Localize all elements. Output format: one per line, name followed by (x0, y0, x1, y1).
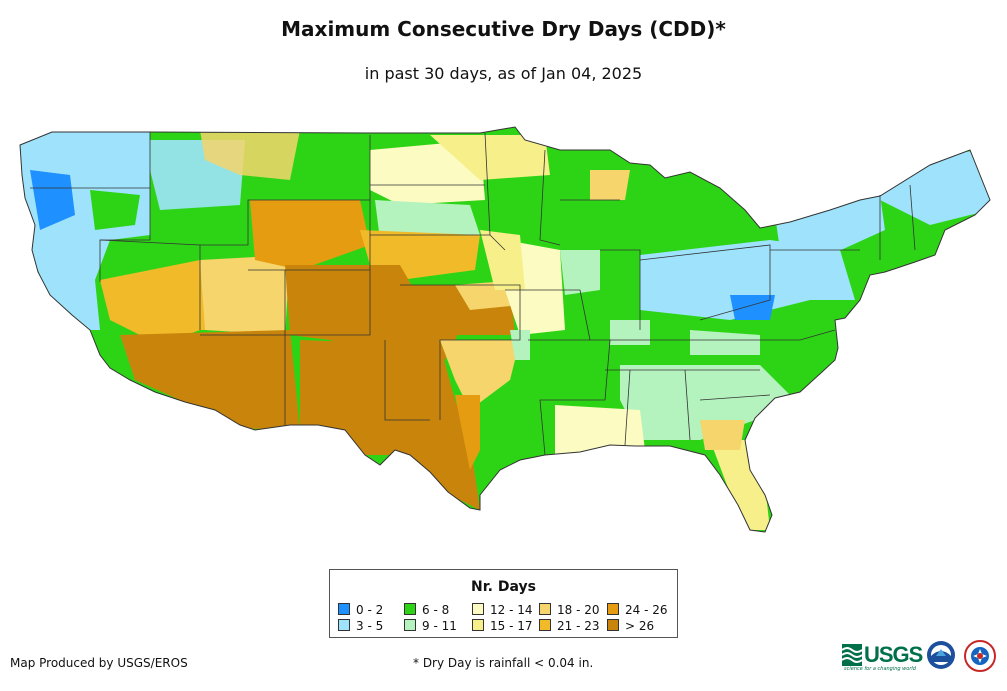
legend-item: 21 - 23 (539, 619, 600, 633)
legend-swatch (472, 619, 484, 631)
legend-item: 24 - 26 (607, 603, 668, 617)
legend-swatch (539, 619, 551, 631)
legend-label: 21 - 23 (557, 619, 600, 633)
legend-label: 0 - 2 (356, 603, 384, 617)
legend-item: 3 - 5 (338, 619, 383, 633)
legend-swatch (607, 619, 619, 631)
legend-item: 0 - 2 (338, 603, 383, 617)
legend-item: 12 - 14 (472, 603, 533, 617)
footnote-text: * Dry Day is rainfall < 0.04 in. (413, 656, 594, 670)
map-subtitle: in past 30 days, as of Jan 04, 2025 (364, 64, 643, 83)
usgs-logo: USGS science for a changing world (842, 642, 923, 672)
legend-swatch (539, 603, 551, 615)
legend-item: 15 - 17 (472, 619, 533, 633)
legend-item: 9 - 11 (404, 619, 457, 633)
legend-item: 6 - 8 (404, 603, 449, 617)
map-title: Maximum Consecutive Dry Days (CDD)* (281, 17, 726, 41)
legend-label: 6 - 8 (422, 603, 450, 617)
legend-swatch (404, 603, 416, 615)
legend: Nr. Days 0 - 2 3 - 5 6 - 8 9 - 11 12 - 1… (329, 569, 678, 638)
legend-swatch (472, 603, 484, 615)
usgs-wave-icon (842, 644, 862, 666)
legend-item: > 26 (607, 619, 654, 633)
legend-swatch (338, 603, 350, 615)
legend-swatch (338, 619, 350, 631)
usgs-logo-text: USGS (864, 642, 923, 667)
logo-bar: USGS science for a changing world (842, 638, 1002, 678)
nws-logo-icon (964, 640, 996, 672)
legend-label: 18 - 20 (557, 603, 600, 617)
legend-label: 9 - 11 (422, 619, 457, 633)
legend-swatch (404, 619, 416, 631)
legend-item: 18 - 20 (539, 603, 600, 617)
usgs-tagline: science for a changing world (844, 666, 916, 672)
legend-label: 3 - 5 (356, 619, 384, 633)
legend-swatch (607, 603, 619, 615)
legend-title: Nr. Days (471, 579, 536, 595)
legend-label: 12 - 14 (490, 603, 533, 617)
legend-label: 24 - 26 (625, 603, 668, 617)
credit-text: Map Produced by USGS/EROS (10, 656, 188, 670)
noaa-logo-icon (927, 641, 955, 669)
legend-label: 15 - 17 (490, 619, 533, 633)
legend-label: > 26 (625, 619, 655, 633)
